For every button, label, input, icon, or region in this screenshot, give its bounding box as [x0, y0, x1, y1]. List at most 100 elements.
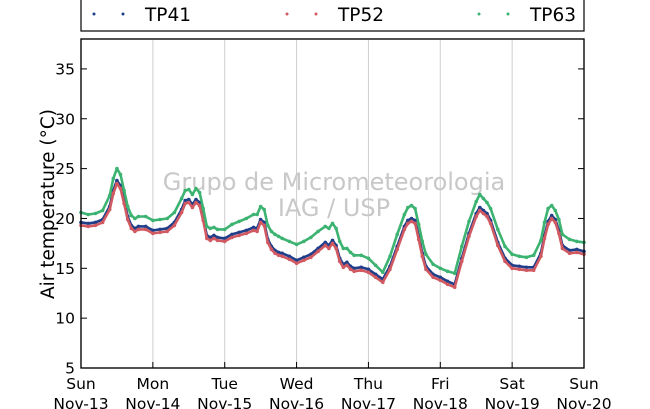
legend-box: [80, 0, 585, 32]
data-point: [107, 207, 112, 212]
data-point: [366, 270, 371, 275]
data-point: [549, 203, 554, 208]
data-point: [251, 228, 256, 233]
data-point: [542, 220, 547, 225]
data-point: [438, 266, 443, 271]
data-point: [212, 233, 216, 238]
data-point: [215, 238, 220, 243]
x-tick-label-day: Sat: [499, 375, 524, 393]
data-point: [100, 208, 105, 213]
data-point: [244, 228, 249, 233]
data-point: [269, 247, 274, 252]
data-point: [352, 266, 356, 271]
data-point: [143, 224, 148, 229]
data-point: [205, 236, 209, 241]
x-tick-label-date: Nov-14: [125, 395, 180, 409]
data-point: [531, 253, 536, 258]
data-point: [151, 228, 155, 233]
legend-label-TP63: TP63: [529, 5, 576, 26]
data-point: [517, 264, 522, 269]
data-point: [388, 267, 392, 272]
legend-label-TP52: TP52: [337, 5, 384, 26]
x-tick-label-date: Nov-18: [413, 395, 468, 409]
x-tick-label-day: Wed: [280, 375, 314, 393]
data-point: [172, 210, 177, 215]
data-point: [136, 224, 141, 229]
data-point: [255, 212, 259, 217]
data-point: [302, 258, 306, 263]
data-point: [359, 268, 364, 273]
data-point: [258, 220, 263, 225]
data-point: [345, 263, 349, 268]
data-point: [481, 211, 486, 216]
data-point: [212, 236, 216, 241]
data-point: [205, 224, 209, 229]
data-point: [567, 251, 572, 256]
data-point: [445, 269, 450, 274]
data-point: [557, 217, 561, 222]
x-tick-label-date: Nov-19: [485, 395, 540, 409]
data-point: [212, 225, 216, 230]
data-point: [208, 226, 213, 231]
data-point: [445, 282, 450, 287]
data-point: [122, 201, 126, 206]
data-point: [438, 275, 443, 280]
series-layer: [79, 166, 586, 290]
data-point: [510, 266, 514, 271]
data-point: [165, 216, 169, 221]
data-point: [323, 240, 328, 245]
data-point: [413, 206, 417, 211]
legend-marker-TP63: [506, 12, 510, 16]
legend-label-TP41: TP41: [144, 5, 191, 26]
data-point: [133, 216, 137, 221]
data-point: [111, 191, 116, 196]
data-point: [222, 239, 227, 244]
data-point: [258, 217, 263, 222]
data-point: [431, 262, 435, 267]
data-point: [567, 237, 572, 242]
data-point: [86, 224, 90, 229]
data-point: [496, 243, 500, 248]
data-point: [409, 203, 414, 208]
data-point: [488, 221, 493, 226]
data-point: [251, 225, 256, 230]
data-point: [452, 271, 457, 276]
series-TP63: [79, 166, 586, 276]
data-point: [467, 219, 471, 224]
data-point: [445, 279, 450, 284]
y-tick-label: 5: [65, 360, 75, 378]
data-point: [575, 239, 579, 244]
data-point: [183, 188, 187, 193]
data-point: [488, 206, 493, 211]
data-point: [575, 247, 579, 252]
series-TP52: [79, 181, 586, 290]
data-point: [395, 232, 400, 237]
data-point: [452, 285, 457, 290]
data-point: [359, 253, 364, 258]
data-point: [237, 230, 241, 235]
data-point: [334, 226, 338, 231]
data-point: [143, 214, 148, 219]
data-point: [208, 238, 213, 243]
data-point: [327, 246, 331, 251]
data-point: [402, 212, 407, 217]
data-point: [402, 227, 407, 232]
y-tick-label: 25: [55, 160, 75, 178]
data-point: [151, 231, 155, 236]
x-tick-label-date: Nov-20: [556, 395, 611, 409]
data-point: [553, 220, 558, 225]
data-point: [183, 198, 187, 203]
data-point: [197, 190, 202, 195]
data-point: [302, 255, 306, 260]
data-point: [309, 255, 313, 260]
data-point: [478, 192, 482, 197]
grid-lines: [152, 39, 513, 368]
data-point: [330, 241, 335, 246]
data-point: [460, 244, 464, 249]
legend: TP41 TP52 TP63: [80, 0, 585, 32]
data-point: [330, 238, 335, 243]
data-point: [481, 196, 486, 201]
data-point: [345, 260, 349, 265]
y-tick-label: 10: [55, 310, 75, 328]
